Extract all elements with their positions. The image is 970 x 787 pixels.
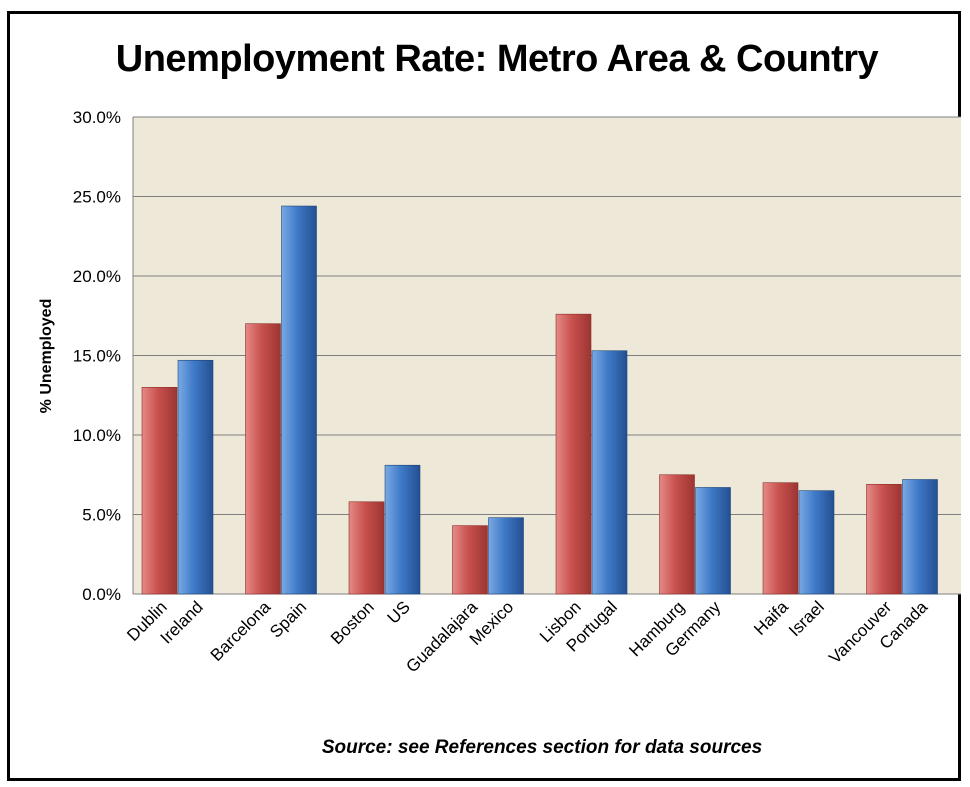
bar-hamburg: [659, 474, 695, 595]
y-axis-ticks: 0.0% 5.0% 10.0% 15.0% 20.0% 25.0% 30.0%: [73, 108, 121, 604]
y-tick-label: 5.0%: [82, 506, 121, 525]
y-tick-label: 15.0%: [73, 347, 121, 366]
y-tick-label: 25.0%: [73, 188, 121, 207]
y-tick-label: 10.0%: [73, 426, 121, 445]
bars: [141, 205, 938, 595]
x-tick-label: Boston: [327, 597, 378, 648]
bar-ireland: [177, 359, 214, 595]
y-tick-label: 0.0%: [82, 585, 121, 604]
bar-spain: [281, 205, 317, 595]
source-note: Source: see References section for data …: [322, 737, 762, 758]
y-axis-label: % Unemployed: [38, 299, 55, 414]
bar-guadalajara: [452, 525, 488, 595]
x-tick-label: Barcelona: [207, 597, 275, 665]
bar-barcelona: [245, 323, 281, 595]
x-tick-label: Spain: [266, 597, 310, 641]
chart-title: Unemployment Rate: Metro Area & Country: [116, 38, 879, 80]
x-tick-label: US: [384, 597, 414, 627]
y-tick-label: 20.0%: [73, 267, 121, 286]
bar-mexico: [488, 517, 524, 595]
bar-dublin: [141, 386, 178, 595]
bar-germany: [695, 487, 731, 595]
bar-haifa: [762, 482, 799, 595]
bar-vancouver: [866, 483, 902, 595]
x-tick-label: Israel: [785, 597, 828, 640]
bar-boston: [348, 501, 385, 595]
bar-lisbon: [555, 313, 592, 595]
bar-us: [384, 464, 421, 595]
bar-portugal: [591, 350, 628, 595]
bar-canada: [902, 479, 938, 595]
y-tick-label: 30.0%: [73, 108, 121, 127]
x-tick-label: Haifa: [750, 597, 792, 639]
bar-israel: [798, 490, 835, 595]
